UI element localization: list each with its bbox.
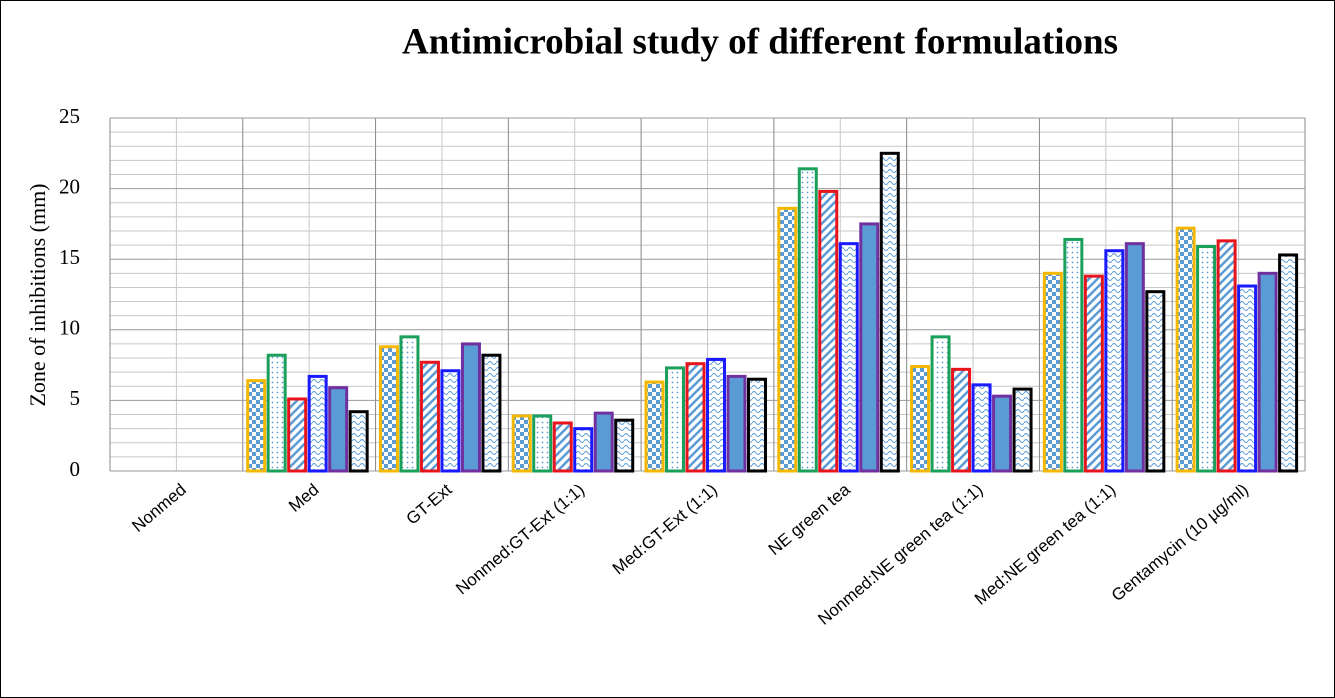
bar: [951, 367, 972, 473]
y-axis-label: Zone of inhibitions (mm): [25, 183, 50, 406]
bar: [593, 411, 614, 473]
bar: [614, 418, 635, 473]
y-tick-label: 0: [70, 457, 81, 481]
bar: [1196, 244, 1217, 473]
x-tick-label: GT-Ext: [403, 480, 456, 529]
x-tick-label: Nonmed: [128, 480, 189, 536]
bar: [1257, 271, 1278, 473]
bar: [1124, 242, 1145, 473]
bar: [777, 206, 798, 473]
bar: [665, 366, 685, 473]
bar: [1216, 239, 1237, 473]
bar: [307, 374, 328, 473]
bar: [726, 374, 747, 473]
chart-title: Antimicrobial study of different formula…: [402, 21, 1118, 62]
bar: [399, 335, 420, 473]
bar: [930, 335, 951, 473]
bar: [1237, 284, 1258, 473]
x-tick-label: Gentamycin (10 µg/ml): [1108, 480, 1252, 605]
bar: [511, 414, 532, 473]
bar: [266, 353, 287, 473]
bar: [532, 414, 553, 473]
bar: [1063, 237, 1084, 473]
bar: [481, 353, 502, 473]
bar: [460, 342, 481, 473]
y-tick-label: 20: [59, 174, 80, 198]
x-tick-label: Med:GT-Ext (1:1): [609, 480, 721, 578]
x-tick-label: Med: [285, 480, 323, 516]
y-tick-label: 10: [59, 316, 80, 340]
bar: [1175, 226, 1196, 473]
bar: [685, 362, 706, 473]
bar: [971, 383, 992, 473]
bar: [1145, 290, 1166, 473]
bar: [1042, 271, 1063, 473]
bar: [287, 397, 308, 473]
bar: [378, 345, 399, 473]
bar: [910, 365, 931, 473]
bar: [992, 394, 1013, 473]
bar: [348, 410, 369, 473]
bar: [440, 369, 461, 473]
bar: [706, 357, 726, 473]
bar: [838, 242, 859, 473]
bar: [1012, 387, 1033, 473]
y-tick-label: 15: [59, 245, 80, 269]
bar: [246, 379, 267, 473]
bar: [1278, 253, 1299, 473]
bar: [1104, 249, 1125, 473]
bar: [419, 360, 440, 473]
x-tick-label: NE green tea: [765, 480, 854, 559]
bar: [747, 377, 767, 473]
y-tick-label: 5: [70, 386, 81, 410]
x-tick-label: Nonmed:GT-Ext (1:1): [452, 480, 588, 598]
bar: [552, 421, 573, 473]
bar: [573, 427, 594, 473]
bar: [328, 386, 349, 473]
x-tick-label: Med:NE green tea (1:1): [971, 480, 1119, 609]
bar: [644, 380, 665, 473]
bar: [879, 151, 900, 473]
bar: [797, 167, 818, 473]
bar: [818, 189, 839, 473]
bar: [859, 222, 880, 473]
y-tick-label: 25: [59, 104, 80, 128]
bar: [1083, 274, 1104, 473]
